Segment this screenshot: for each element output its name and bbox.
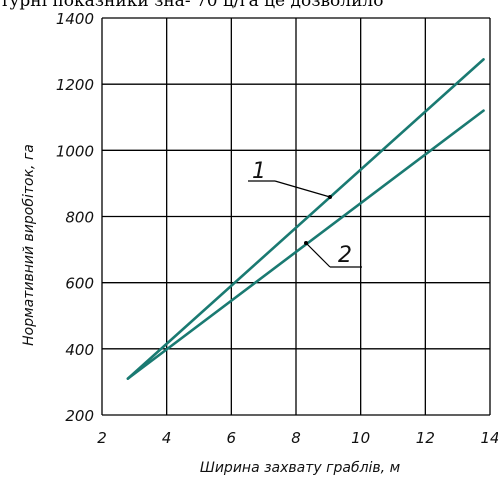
series-line-1: [126, 58, 485, 380]
series-label-1: 1: [252, 159, 266, 184]
y-tick-labels: 200 400 600 800 1000 1200 1400: [56, 10, 94, 425]
y-tick-label-1000: 1000: [56, 142, 94, 160]
y-tick-label-1200: 1200: [56, 76, 94, 94]
x-tick-label-12: 12: [416, 429, 435, 447]
series-labels: 12: [248, 159, 362, 268]
x-tick-label-10: 10: [351, 429, 370, 447]
x-tick-label-8: 8: [291, 429, 301, 447]
x-tick-labels: 2 4 6 8 10 12 14: [97, 429, 498, 447]
y-tick-label-400: 400: [65, 341, 94, 359]
y-tick-label-800: 800: [65, 209, 94, 227]
series-lines: [126, 58, 485, 380]
x-axis-label: Ширина захвату граблів, м: [200, 460, 401, 476]
y-tick-label-600: 600: [65, 275, 94, 293]
header-text: турні показники зна- 70 ц/га це дозволил…: [0, 0, 384, 11]
x-tick-label-2: 2: [97, 429, 107, 447]
x-tick-label-4: 4: [162, 429, 172, 447]
label-leader-1: [274, 180, 331, 198]
x-tick-label-14: 14: [480, 429, 498, 447]
y-tick-label-1400: 1400: [56, 10, 94, 28]
label-leader-dot-1: [328, 195, 332, 199]
y-tick-label-200: 200: [65, 407, 94, 425]
grid: [101, 17, 491, 416]
series-label-2: 2: [338, 243, 352, 268]
label-leader-dot-2: [304, 241, 308, 245]
label-leader-2: [305, 242, 331, 268]
x-tick-label-6: 6: [227, 429, 237, 447]
y-axis-label: Нормативний виробіток, га: [21, 144, 37, 346]
